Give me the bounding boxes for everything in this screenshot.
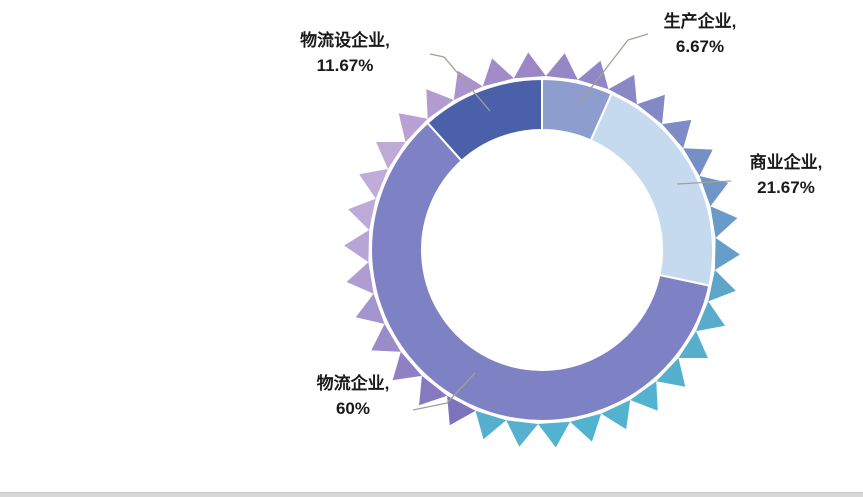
slice-label-name: 商业企业, — [749, 153, 823, 172]
starburst-spike — [506, 420, 539, 447]
starburst-spike — [398, 113, 428, 142]
starburst-spike — [348, 198, 376, 230]
starburst-spike — [683, 148, 713, 176]
slice-label-commercial: 商业企业, 21.67% — [750, 150, 823, 200]
slice-label-name: 物流企业, — [316, 374, 390, 393]
starburst-spike — [710, 206, 738, 238]
slice-label-value: 11.67% — [316, 56, 374, 75]
starburst-spike — [577, 60, 609, 90]
starburst-spike — [344, 230, 370, 263]
slice-label-name: 生产企业, — [663, 12, 737, 31]
starburst-spike — [538, 421, 571, 448]
leader-line-商业企业 — [676, 180, 732, 185]
starburst-spike — [608, 74, 637, 105]
starburst-spike — [482, 58, 514, 87]
starburst-spike — [359, 168, 388, 199]
starburst-spike — [371, 324, 401, 352]
donut-slice-商业企业 — [589, 92, 714, 287]
starburst-spike — [545, 53, 578, 80]
starburst-spike — [426, 89, 454, 119]
starburst-spike — [601, 400, 631, 430]
starburst-spike — [630, 381, 658, 411]
slice-label-value: 6.67% — [675, 37, 725, 56]
donut-slice-物流企业 — [370, 121, 711, 422]
slice-label-production: 生产企业, 6.67% — [664, 9, 737, 59]
starburst-spike — [475, 410, 507, 440]
starburst-spike — [355, 293, 385, 324]
starburst-spike — [708, 270, 736, 302]
slice-label-value: 60% — [335, 399, 371, 418]
leader-line-生产企业 — [577, 33, 649, 106]
starburst-spike — [447, 395, 476, 426]
leader-line-物流设企业 — [429, 53, 491, 112]
starburst-spike — [513, 52, 546, 79]
starburst-spike — [392, 351, 422, 381]
starburst-spike — [570, 413, 602, 442]
starburst-spike — [419, 375, 448, 406]
slice-label-logistics: 物流企业, 60% — [317, 371, 390, 421]
slice-label-logistics-facility: 物流设企业, 11.67% — [300, 28, 390, 78]
starburst-spike — [678, 331, 708, 358]
leader-line-物流企业 — [412, 372, 476, 411]
slice-label-name: 物流设企业, — [300, 31, 390, 50]
starburst-spike — [346, 262, 374, 294]
starburst-spike — [699, 176, 729, 207]
starburst-spike — [662, 119, 692, 149]
starburst-spike — [376, 142, 406, 169]
starburst-spike — [656, 358, 686, 387]
starburst-spike — [696, 301, 725, 332]
slice-label-value: 21.67% — [757, 178, 815, 197]
starburst-spike — [714, 237, 740, 270]
starburst-spike — [636, 94, 665, 125]
bottom-window-divider — [0, 492, 863, 497]
donut-slice-物流设企业 — [426, 78, 543, 162]
